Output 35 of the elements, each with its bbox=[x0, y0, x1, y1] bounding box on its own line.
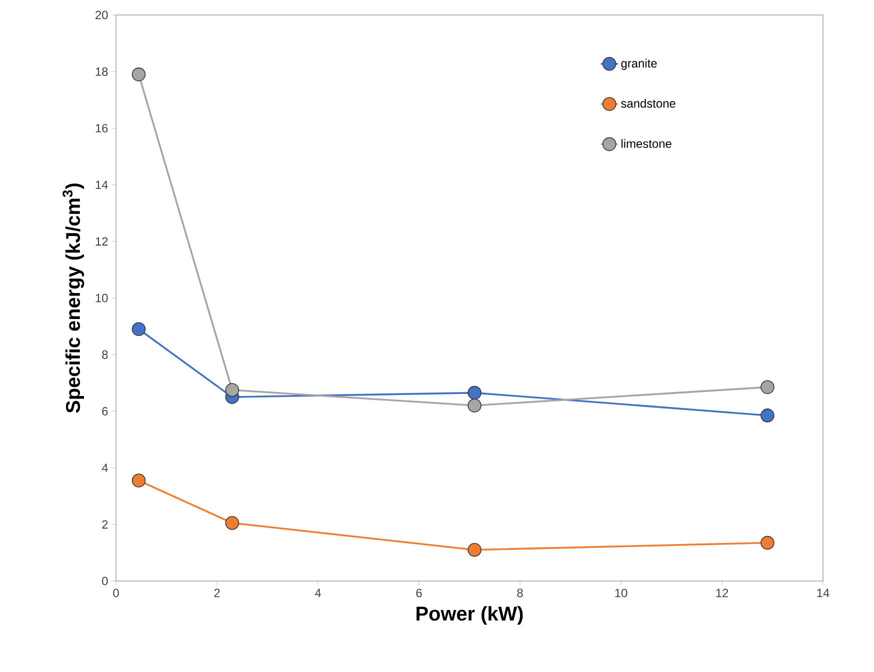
x-tick-label: 12 bbox=[716, 588, 728, 598]
point bbox=[760, 380, 774, 394]
x-tick-label: 10 bbox=[615, 588, 628, 598]
legend-label: granite bbox=[621, 58, 657, 70]
y-tick-label: 20 bbox=[96, 10, 108, 20]
point bbox=[225, 516, 240, 530]
x-tick-label: 2 bbox=[214, 588, 220, 598]
point bbox=[132, 68, 146, 82]
point bbox=[760, 408, 774, 422]
point bbox=[760, 536, 774, 550]
point bbox=[468, 542, 482, 557]
point bbox=[468, 386, 482, 400]
y-tick-label: 6 bbox=[102, 406, 108, 416]
legend-label: limestone bbox=[622, 139, 672, 148]
y-tick-label: 10 bbox=[96, 294, 108, 302]
x-tick-label: 8 bbox=[517, 588, 523, 598]
x-axis-title: Power (kW) bbox=[416, 606, 523, 625]
point bbox=[132, 322, 146, 336]
y-tick-label: 8 bbox=[102, 350, 108, 359]
y-tick-label: 14 bbox=[96, 180, 108, 189]
x-tick-label: 6 bbox=[416, 588, 422, 598]
y-tick-label: 16 bbox=[96, 124, 108, 132]
y-axis-title: Specific energy (kJ/cm$^{3}$) bbox=[62, 184, 84, 413]
x-tick-label: 4 bbox=[314, 588, 321, 597]
legend-label: sandstone bbox=[621, 98, 676, 108]
x-tick-label: 0 bbox=[113, 588, 119, 598]
y-tick-label: 0 bbox=[102, 576, 108, 586]
point bbox=[225, 383, 240, 397]
y-tick-label: 12 bbox=[96, 237, 108, 246]
y-tick-label: 4 bbox=[102, 464, 108, 472]
x-tick-label: 14 bbox=[817, 588, 830, 597]
y-tick-label: 2 bbox=[102, 520, 108, 529]
point bbox=[132, 474, 146, 488]
y-tick-label: 18 bbox=[96, 67, 108, 76]
point bbox=[468, 398, 482, 412]
